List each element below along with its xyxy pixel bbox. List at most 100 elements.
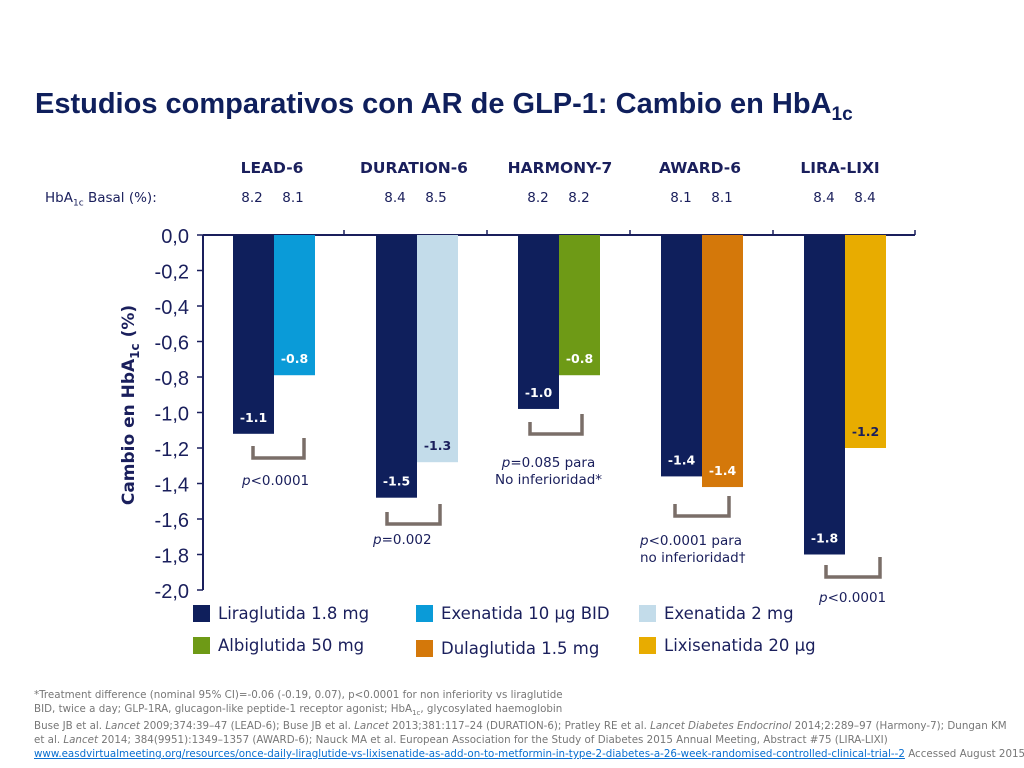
bar bbox=[376, 235, 417, 498]
y-axis-title: Cambio en HbA1c (%) bbox=[119, 305, 142, 505]
y-tick-label: -1,0 bbox=[155, 404, 189, 426]
bar-value-label: -1.4 bbox=[709, 463, 737, 478]
pvalue-extra: No inferioridad* bbox=[495, 472, 603, 488]
pvalue-text: <0.0001 bbox=[250, 473, 310, 489]
bar-value-label: -1.2 bbox=[852, 424, 879, 439]
baseline-value: 8.4 bbox=[813, 190, 835, 206]
legend-item-liraglutida: Liraglutida 1.8 mg bbox=[193, 604, 369, 623]
legend-swatch bbox=[193, 637, 210, 654]
pvalue-text: <0.0001 bbox=[827, 590, 887, 606]
y-tick-label: -1,4 bbox=[155, 475, 189, 497]
legend-label: Exenatida 10 µg BID bbox=[441, 604, 610, 623]
study-name-liralixi: LIRA-LIXI bbox=[800, 159, 880, 177]
footnote-text: 2014; 384(9951):1349–1357 (AWARD-6); Nau… bbox=[97, 734, 888, 747]
pvalue-duration6: p=0.002 bbox=[373, 532, 432, 549]
y-tick-label: -1,2 bbox=[155, 439, 189, 461]
reference-link[interactable]: www.easdvirtualmeeting.org/resources/onc… bbox=[34, 747, 905, 760]
baseline-value: 8.1 bbox=[711, 190, 733, 206]
bar-value-label: -0.8 bbox=[281, 351, 308, 366]
footnote-line: et al. Lancet 2014; 384(9951):1349–1357 … bbox=[34, 734, 1019, 748]
title-subscript: 1c bbox=[831, 104, 853, 125]
bar bbox=[702, 235, 743, 488]
study-name-harmony7: HARMONY-7 bbox=[507, 159, 613, 177]
study-name-duration6: DURATION-6 bbox=[360, 159, 468, 177]
significance-bracket bbox=[528, 414, 584, 436]
footnote-text: et al. bbox=[34, 734, 64, 747]
y-axis-title-sub: 1c bbox=[128, 343, 142, 358]
footnote-text: BID, twice a day; GLP-1RA, glucagon-like… bbox=[34, 702, 413, 715]
y-axis-title-text: (%) bbox=[119, 305, 139, 344]
pvalue-liralixi: p<0.0001 bbox=[819, 590, 886, 607]
bar bbox=[518, 235, 559, 409]
bar-value-label: -1.5 bbox=[383, 474, 410, 489]
y-tick-label: -1,8 bbox=[155, 546, 189, 568]
pvalue-lead6: p<0.0001 bbox=[242, 473, 309, 490]
legend-label: Dulaglutida 1.5 mg bbox=[441, 639, 600, 658]
y-tick-label: -2,0 bbox=[155, 581, 189, 603]
legend-label: Lixisenatida 20 µg bbox=[664, 636, 816, 655]
baseline-label-post: Basal (%): bbox=[83, 190, 157, 206]
legend-label: Albiglutida 50 mg bbox=[218, 636, 365, 655]
pvalue-extra: no inferioridad† bbox=[640, 550, 746, 566]
baseline-label-pre: HbA bbox=[45, 190, 73, 206]
baseline-label-sub: 1c bbox=[72, 198, 84, 209]
pvalue-p: p bbox=[242, 473, 251, 489]
footnote-text: , glycosylated haemoglobin bbox=[420, 702, 563, 715]
legend-item-dulaglutida: Dulaglutida 1.5 mg bbox=[416, 639, 599, 658]
legend-label: Liraglutida 1.8 mg bbox=[218, 604, 370, 623]
bar-value-label: -1.8 bbox=[811, 531, 838, 546]
study-name-award6: AWARD-6 bbox=[658, 159, 742, 177]
y-tick-label: -0,6 bbox=[155, 333, 189, 355]
pvalue-award6: p<0.0001 para no inferioridad† bbox=[640, 533, 746, 567]
significance-bracket bbox=[251, 438, 306, 460]
baseline-value: 8.4 bbox=[854, 190, 876, 206]
footnote-text: Accessed August 2015. bbox=[904, 747, 1024, 760]
legend-swatch bbox=[639, 605, 656, 622]
pvalue-harmony7: p=0.085 para No inferioridad* bbox=[495, 455, 602, 489]
footnote-text: Buse JB et al. bbox=[34, 720, 106, 733]
y-axis-title-text: Cambio en HbA bbox=[119, 358, 139, 505]
baseline-label: HbA1c Basal (%): bbox=[45, 190, 157, 209]
pvalue-text: =0.002 bbox=[381, 532, 432, 548]
bar-value-label: -1.0 bbox=[525, 385, 553, 400]
bar bbox=[661, 235, 702, 477]
footnote-line: BID, twice a day; GLP-1RA, glucagon-like… bbox=[34, 703, 1019, 721]
baseline-value: 8.2 bbox=[527, 190, 549, 206]
bar-value-label: -1.1 bbox=[240, 410, 267, 425]
legend-swatch bbox=[193, 605, 210, 622]
title-main: Estudios comparativos con AR de GLP-1: C… bbox=[35, 88, 832, 120]
pvalue-text: <0.0001 para bbox=[648, 533, 743, 549]
significance-bracket bbox=[673, 496, 731, 518]
baseline-value: 8.5 bbox=[425, 190, 447, 206]
footnote-line: www.easdvirtualmeeting.org/resources/onc… bbox=[34, 747, 1024, 762]
legend-item-exenatida-bid: Exenatida 10 µg BID bbox=[416, 604, 610, 623]
bar bbox=[804, 235, 845, 555]
baseline-value: 8.2 bbox=[241, 190, 263, 206]
pvalue-p: p bbox=[640, 533, 649, 549]
bar-value-label: -1.4 bbox=[668, 452, 696, 467]
footnote-text: 2013;381:117–24 (DURATION-6); Pratley RE… bbox=[388, 720, 651, 733]
bar bbox=[845, 235, 886, 448]
legend-item-albiglutida: Albiglutida 50 mg bbox=[193, 636, 364, 655]
bar bbox=[559, 235, 600, 376]
page-title: Estudios comparativos con AR de GLP-1: C… bbox=[35, 88, 853, 126]
bar bbox=[233, 235, 274, 434]
bar-value-label: -1.3 bbox=[424, 438, 451, 453]
significance-bracket bbox=[824, 557, 882, 579]
pvalue-text: =0.085 para bbox=[510, 455, 596, 471]
legend-item-exenatida-2mg: Exenatida 2 mg bbox=[639, 604, 794, 623]
legend-label: Exenatida 2 mg bbox=[664, 604, 794, 623]
bar-chart: 0,0 -0,2 -0,4 -0,6 -0,8 -1,0 -1,2 -1,4 -1,6 -1,8 -… bbox=[119, 226, 916, 603]
footnote-text: 2014;2:289–97 (Harmony-7); Dungan KM bbox=[791, 720, 1007, 733]
footnote-journal: Lancet Diabetes Endocrinol bbox=[650, 720, 792, 733]
baseline-value: 8.2 bbox=[568, 190, 590, 206]
footnote-journal: Lancet bbox=[63, 734, 98, 747]
baseline-value: 8.1 bbox=[670, 190, 692, 206]
y-tick-label: -0,8 bbox=[155, 368, 189, 390]
y-tick-label: -0,4 bbox=[155, 297, 189, 319]
baseline-value: 8.1 bbox=[282, 190, 304, 206]
significance-bracket bbox=[385, 504, 442, 526]
footnote-line: Buse JB et al. Lancet 2009;374:39–47 (LE… bbox=[34, 720, 1019, 734]
legend-swatch bbox=[639, 637, 656, 654]
bar bbox=[417, 235, 458, 463]
